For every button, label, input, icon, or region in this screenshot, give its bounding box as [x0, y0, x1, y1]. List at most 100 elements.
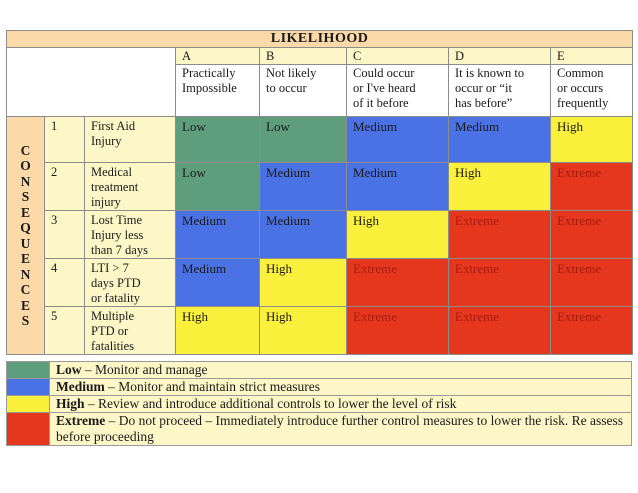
consequence-label-line: Medical: [91, 165, 132, 179]
consequences-letter: S: [21, 189, 30, 204]
likelihood-desc-line: of it before: [353, 96, 409, 110]
legend-level: High: [56, 396, 85, 411]
likelihood-desc-line: Impossible: [182, 81, 237, 95]
consequences-letter: N: [20, 173, 31, 189]
risk-cell-4-b: High: [259, 258, 347, 307]
likelihood-desc-line: Practically: [182, 66, 236, 80]
risk-cell-1-b: Low: [259, 116, 347, 163]
risk-cell-5-a: High: [175, 306, 260, 355]
consequence-row: C O N S E Q U E N C E S 1 First Aid Injury Low Low Medium…: [6, 116, 634, 355]
risk-legend: Low – Monitor and manage Medium – Monitor…: [6, 361, 632, 446]
likelihood-letter-e: E: [549, 47, 634, 65]
likelihood-desc-a: Practically Impossible: [175, 64, 260, 117]
risk-cell-4-c: Extreme: [346, 258, 449, 307]
legend-dash: –: [105, 413, 119, 428]
matrix-corner: [6, 47, 176, 117]
consequence-label: Lost Time Injury less than 7 days: [84, 210, 176, 259]
legend-level: Low: [56, 362, 82, 377]
likelihood-letter-d: D: [448, 47, 551, 65]
legend-level: Medium: [56, 379, 105, 394]
consequence-label-line: treatment: [91, 180, 139, 194]
consequence-number: 1: [44, 116, 85, 163]
likelihood-desc-line: or occurs: [557, 81, 604, 95]
likelihood-desc-line: frequently: [557, 96, 609, 110]
consequence-row: 3 Lost Time Injury less than 7 days Medium Me…: [7, 210, 634, 259]
legend-swatch-extreme: [6, 412, 50, 446]
legend-swatch-high: [6, 395, 50, 413]
likelihood-desc-line: or I've heard: [353, 81, 416, 95]
likelihood-desc-c: Could occur or I've heard of it before: [346, 64, 449, 117]
legend-text: Low – Monitor and manage: [49, 361, 632, 379]
legend-text: Medium – Monitor and maintain strict mea…: [49, 378, 632, 396]
consequence-label-line: PTD or: [91, 324, 129, 338]
likelihood-desc-line: It is known to: [455, 66, 525, 80]
consequence-label: First Aid Injury: [84, 116, 176, 163]
risk-cell-2-b: Medium: [259, 162, 347, 211]
consequence-number: 4: [44, 258, 85, 307]
risk-cell-4-d: Extreme: [448, 258, 551, 307]
consequence-label-line: days PTD: [91, 276, 141, 290]
risk-cell-2-a: Low: [175, 162, 260, 211]
likelihood-letter-b: B: [259, 47, 347, 65]
legend-description: Review and introduce additional controls…: [98, 396, 457, 411]
likelihood-desc-line: Not likely: [266, 66, 317, 80]
risk-cell-1-a: Low: [175, 116, 260, 163]
consequences-letter: C: [20, 282, 31, 297]
likelihood-desc-e: Common or occurs frequently: [549, 64, 634, 117]
consequence-label: Medical treatment injury: [84, 162, 176, 211]
consequence-number: 2: [44, 162, 85, 211]
consequence-label-line: First Aid: [91, 119, 136, 133]
legend-description: Monitor and maintain strict measures: [118, 379, 320, 394]
consequence-label: LTI > 7 days PTD or fatality: [84, 258, 176, 307]
consequence-label-line: or fatality: [91, 291, 140, 305]
legend-text: High – Review and introduce additional c…: [49, 395, 632, 413]
legend-row-medium: Medium – Monitor and maintain strict mea…: [6, 378, 632, 396]
risk-cell-2-c: Medium: [346, 162, 449, 211]
consequence-number: 5: [44, 306, 85, 355]
consequence-label-line: LTI > 7: [91, 261, 129, 275]
consequence-label-line: Injury: [91, 134, 122, 148]
risk-cell-1-e: High: [549, 116, 634, 163]
legend-row-extreme: Extreme – Do not proceed – Immediately i…: [6, 412, 632, 446]
legend-swatch-low: [6, 361, 50, 379]
likelihood-desc-line: has before”: [455, 96, 513, 110]
risk-cell-3-d: Extreme: [448, 210, 551, 259]
consequence-label-line: fatalities: [91, 339, 135, 353]
legend-row-low: Low – Monitor and manage: [6, 361, 632, 379]
consequences-letter: E: [20, 297, 30, 313]
likelihood-desc-line: occur or “it: [455, 81, 512, 95]
likelihood-desc-line: Common: [557, 66, 604, 80]
legend-description: Do not proceed – Immediately introduce f…: [56, 413, 623, 444]
legend-swatch-medium: [6, 378, 50, 396]
legend-text: Extreme – Do not proceed – Immediately i…: [49, 412, 632, 446]
legend-dash: –: [84, 396, 99, 411]
consequence-label: Multiple PTD or fatalities: [84, 306, 176, 355]
risk-cell-4-e: Extreme: [549, 258, 634, 307]
risk-cell-1-d: Medium: [448, 116, 551, 163]
consequence-row: 5 Multiple PTD or fatalities High High Extreme…: [7, 306, 634, 355]
consequence-label-line: Lost Time: [91, 213, 143, 227]
risk-cell-5-d: Extreme: [448, 306, 551, 355]
risk-cell-4-a: Medium: [175, 258, 260, 307]
likelihood-desc-line: to occur: [266, 81, 307, 95]
legend-dash: –: [104, 379, 119, 394]
consequences-letter: N: [20, 266, 31, 282]
likelihood-title: LIKELIHOOD: [5, 30, 634, 48]
risk-cell-3-b: Medium: [259, 210, 347, 259]
consequences-letter: C: [20, 142, 31, 158]
likelihood-desc-line: Could occur: [353, 66, 415, 80]
consequence-label-line: Multiple: [91, 309, 135, 323]
likelihood-letter-a: A: [175, 47, 260, 65]
consequence-row: 2 Medical treatment injury Low Medium Medium Hi…: [7, 162, 634, 211]
consequences-letter: E: [20, 204, 30, 220]
risk-cell-5-e: Extreme: [549, 306, 634, 355]
consequence-label-line: Injury less: [91, 228, 144, 242]
legend-dash: –: [81, 362, 96, 377]
likelihood-letter-c: C: [346, 47, 449, 65]
risk-cell-3-e: Extreme: [549, 210, 634, 259]
consequences-letter: U: [20, 235, 31, 251]
risk-cell-2-d: High: [448, 162, 551, 211]
likelihood-desc-d: It is known to occur or “it has before”: [448, 64, 551, 117]
risk-cell-5-b: High: [259, 306, 347, 355]
